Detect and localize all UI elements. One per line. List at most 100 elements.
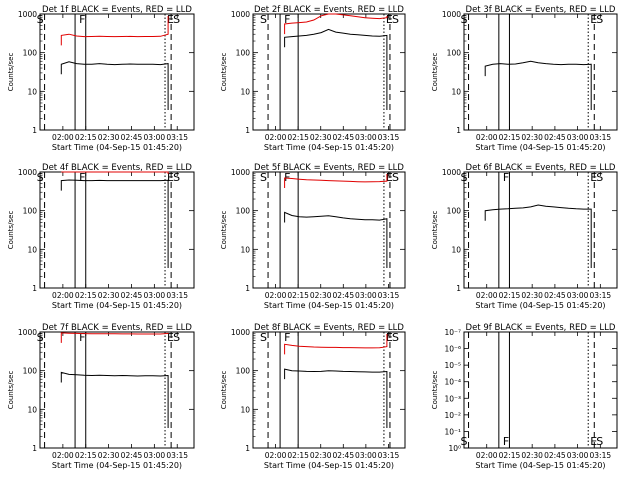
x-tick-label: 02:30 xyxy=(98,451,120,460)
x-tick-label: 03:00 xyxy=(355,451,377,460)
marker-letter-s: S xyxy=(392,171,399,184)
x-tick-label: 02:45 xyxy=(332,291,354,300)
x-tick-label: 02:30 xyxy=(521,451,543,460)
x-tick-label: 03:15 xyxy=(166,451,188,460)
marker-letter-s: S xyxy=(37,331,44,344)
x-tick-label: 03:15 xyxy=(166,291,188,300)
x-tick-label: 03:15 xyxy=(378,451,400,460)
plot-title: Det 7f BLACK = Events, RED = LLD xyxy=(42,323,192,333)
x-axis-label: Start Time (04-Sep-15 01:45:20) xyxy=(52,143,182,152)
y-tick-label: 1 xyxy=(245,284,250,293)
y-axis-label: Counts/sec xyxy=(431,371,439,410)
x-tick-label: 02:30 xyxy=(98,133,120,142)
x-tick-label: 02:00 xyxy=(476,133,498,142)
y-tick-label: 1 xyxy=(245,126,250,135)
plot-frame xyxy=(39,13,195,131)
x-tick-label: 03:00 xyxy=(567,451,589,460)
x-tick-label: 02:15 xyxy=(287,133,309,142)
plot-title: Det 1f BLACK = Events, RED = LLD xyxy=(42,5,192,15)
marker-letter-s: S xyxy=(37,13,44,26)
events-series-line xyxy=(484,60,592,110)
y-tick-label: 100 xyxy=(23,207,38,216)
subplot-6: Det 6f BLACK = Events, RED = LLD Counts/s… xyxy=(431,163,618,310)
y-tick-label: 1 xyxy=(32,444,37,453)
marker-letter-s: S xyxy=(173,331,180,344)
x-axis-label: Start Time (04-Sep-15 01:45:20) xyxy=(475,461,605,470)
y-tick-label: 1000 xyxy=(18,328,37,337)
y-axis-label: Counts/sec xyxy=(7,211,15,250)
plot-title: Det 5f BLACK = Events, RED = LLD xyxy=(254,163,404,173)
marker-letter-e: E xyxy=(167,331,174,344)
events-series-line xyxy=(284,368,388,428)
x-axis-label: Start Time (04-Sep-15 01:45:20) xyxy=(52,461,182,470)
y-tick-label: 1 xyxy=(456,126,461,135)
x-tick-label: 02:15 xyxy=(499,451,521,460)
marker-letter-s: S xyxy=(461,435,468,448)
x-tick-label: 03:00 xyxy=(144,451,166,460)
x-tick-label: 02:15 xyxy=(75,133,97,142)
x-tick-label: 02:30 xyxy=(310,291,332,300)
y-tick-label: 10 xyxy=(27,87,37,96)
marker-letter-e: E xyxy=(167,13,174,26)
x-tick-label: 03:00 xyxy=(144,291,166,300)
x-axis-label: Start Time (04-Sep-15 01:45:20) xyxy=(264,301,394,310)
x-axis-label: Start Time (04-Sep-15 01:45:20) xyxy=(475,301,605,310)
x-tick-label: 03:15 xyxy=(378,133,400,142)
y-tick-label: 100 xyxy=(447,207,462,216)
x-tick-label: 03:00 xyxy=(567,291,589,300)
y-axis-label: Counts/sec xyxy=(7,371,15,410)
y-tick-label: 10 xyxy=(451,87,461,96)
y-tick-label: 10 xyxy=(27,405,37,414)
plot-frame xyxy=(463,13,618,131)
plot-title: Det 2f BLACK = Events, RED = LLD xyxy=(254,5,404,15)
plot-title: Det 6f BLACK = Events, RED = LLD xyxy=(466,163,616,173)
y-tick-label: 10⁻⁶ xyxy=(444,345,461,354)
y-tick-label: 100 xyxy=(236,367,251,376)
y-tick-label: 1000 xyxy=(442,10,461,19)
y-axis-label: Counts/sec xyxy=(220,53,228,92)
y-tick-label: 100 xyxy=(236,207,251,216)
marker-letter-e: E xyxy=(386,331,393,344)
y-tick-label: 10⁻³ xyxy=(444,394,461,403)
subplot-3: Det 3f BLACK = Events, RED = LLD Counts/s… xyxy=(431,5,618,152)
marker-letter-f: F xyxy=(284,171,290,184)
y-tick-label: 1000 xyxy=(231,168,250,177)
lld-series-line xyxy=(284,334,388,355)
plot-frame xyxy=(252,171,406,289)
marker-letter-s: S xyxy=(37,171,44,184)
x-tick-label: 02:00 xyxy=(52,451,74,460)
plot-title: Det 8f BLACK = Events, RED = LLD xyxy=(254,323,404,333)
y-tick-label: 1000 xyxy=(231,328,250,337)
x-tick-label: 03:00 xyxy=(144,133,166,142)
marker-letter-s: S xyxy=(461,171,468,184)
y-tick-label: 10 xyxy=(240,405,250,414)
marker-letter-s: S xyxy=(260,171,267,184)
y-tick-label: 1000 xyxy=(442,168,461,177)
y-tick-label: 1000 xyxy=(18,168,37,177)
x-tick-label: 03:15 xyxy=(590,291,612,300)
y-tick-label: 10⁰ xyxy=(448,444,461,453)
x-tick-label: 02:00 xyxy=(265,451,287,460)
plot-frame xyxy=(463,171,618,289)
x-axis-label: Start Time (04-Sep-15 01:45:20) xyxy=(52,301,182,310)
x-tick-label: 02:15 xyxy=(499,133,521,142)
x-tick-label: 02:15 xyxy=(287,451,309,460)
y-tick-label: 1 xyxy=(32,284,37,293)
x-tick-label: 02:15 xyxy=(75,451,97,460)
events-series-line xyxy=(60,371,169,428)
lld-series-line xyxy=(60,16,169,46)
x-tick-label: 02:30 xyxy=(310,451,332,460)
marker-letter-f: F xyxy=(79,171,85,184)
x-tick-label: 03:15 xyxy=(166,133,188,142)
lld-series-line xyxy=(60,332,169,343)
subplot-5: Det 5f BLACK = Events, RED = LLD Counts/s… xyxy=(220,163,406,310)
y-tick-label: 10⁻¹ xyxy=(444,427,461,436)
x-tick-label: 03:00 xyxy=(355,291,377,300)
y-axis-label: Counts/sec xyxy=(7,53,15,92)
marker-letter-s: S xyxy=(596,435,603,448)
events-series-line xyxy=(60,61,169,110)
x-tick-label: 02:30 xyxy=(98,291,120,300)
y-axis-label: Counts/sec xyxy=(220,371,228,410)
marker-letter-e: E xyxy=(590,13,597,26)
